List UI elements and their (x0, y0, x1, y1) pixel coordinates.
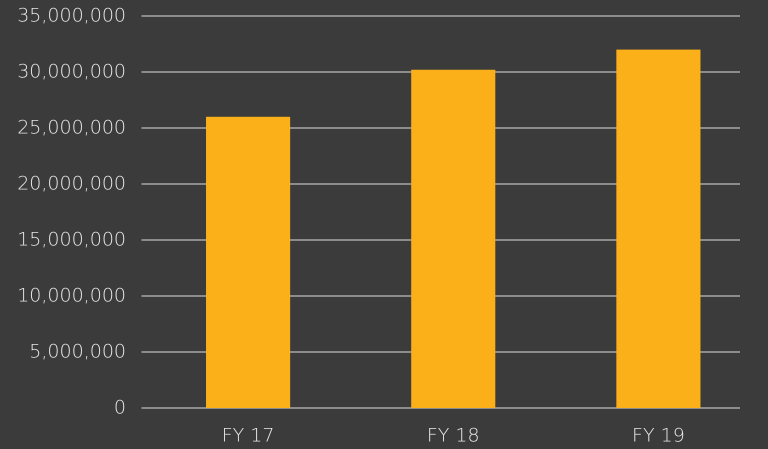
x-tick-label: FY 19 (632, 425, 685, 447)
y-tick-label: 0 (114, 397, 126, 419)
bar (616, 49, 701, 408)
y-tick-label: 30,000,000 (17, 61, 126, 83)
y-tick-label: 35,000,000 (17, 5, 126, 27)
bar (206, 116, 291, 409)
x-tick-label: FY 18 (427, 425, 480, 447)
y-tick-label: 5,000,000 (29, 341, 126, 363)
y-tick-label: 20,000,000 (17, 173, 126, 195)
bar (411, 69, 496, 408)
y-tick-label: 15,000,000 (17, 229, 126, 251)
y-tick-label: 25,000,000 (17, 117, 126, 139)
x-tick-label: FY 17 (222, 425, 275, 447)
y-tick-label: 10,000,000 (17, 285, 126, 307)
